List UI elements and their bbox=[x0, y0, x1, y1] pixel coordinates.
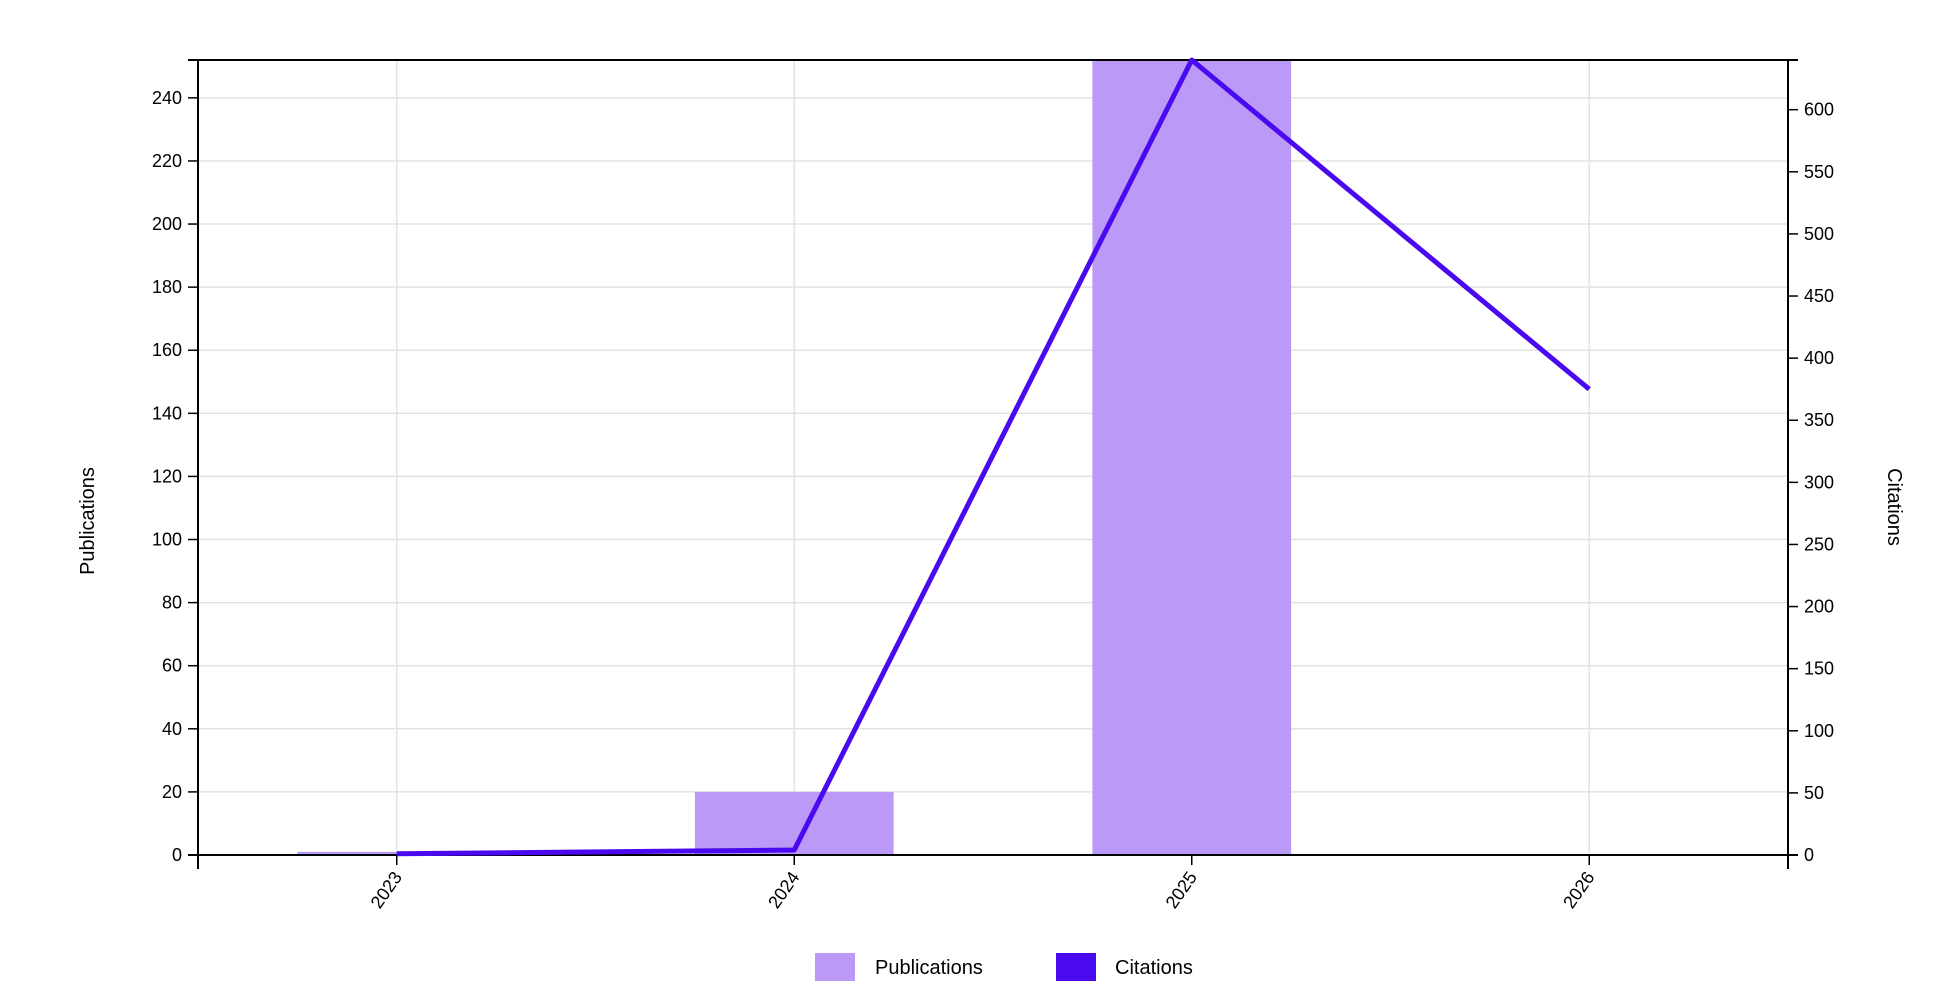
y-right-tick-label: 150 bbox=[1804, 659, 1834, 679]
y-right-tick-label: 50 bbox=[1804, 783, 1824, 803]
y-right-tick-label: 200 bbox=[1804, 597, 1834, 617]
x-tick-label: 2024 bbox=[764, 868, 803, 912]
y-left-tick-label: 60 bbox=[162, 656, 182, 676]
legend-label-publications: Publications bbox=[875, 957, 983, 979]
grid bbox=[198, 60, 1788, 855]
y-left-tick-label: 240 bbox=[152, 88, 182, 108]
citations-line-group bbox=[396, 57, 1591, 857]
y-right-tick-label: 350 bbox=[1804, 410, 1834, 430]
y-left-tick-label: 40 bbox=[162, 719, 182, 739]
x-tick-label: 2025 bbox=[1162, 868, 1201, 912]
y-right-tick-label: 100 bbox=[1804, 721, 1834, 741]
y-left-tick-label: 140 bbox=[152, 403, 182, 423]
y-axis-left-label: Publications bbox=[77, 467, 99, 575]
y-right-tick-label: 450 bbox=[1804, 286, 1834, 306]
y-right-tick-label: 0 bbox=[1804, 845, 1814, 865]
legend: Publications Citations bbox=[815, 953, 1193, 981]
y-right-tick-label: 400 bbox=[1804, 348, 1834, 368]
legend-label-citations: Citations bbox=[1115, 957, 1193, 979]
y-left-tick-label: 200 bbox=[152, 214, 182, 234]
y-right-tick-label: 250 bbox=[1804, 534, 1834, 554]
x-tick-label: 2023 bbox=[367, 868, 406, 912]
axes: 0 20 40 60 80 100 120 140 160 180 200 220 240 0 50 100 1… bbox=[152, 59, 1834, 912]
y-left-tick-label: 220 bbox=[152, 151, 182, 171]
y-right-tick-label: 300 bbox=[1804, 472, 1834, 492]
legend-swatch-citations bbox=[1056, 953, 1096, 981]
y-right-tick-label: 550 bbox=[1804, 162, 1834, 182]
y-left-tick-label: 0 bbox=[172, 845, 182, 865]
y-left-tick-label: 80 bbox=[162, 593, 182, 613]
y-left-tick-label: 100 bbox=[152, 530, 182, 550]
legend-swatch-publications bbox=[815, 953, 855, 981]
y-left-tick-label: 160 bbox=[152, 340, 182, 360]
y-left-tick-label: 180 bbox=[152, 277, 182, 297]
citations-line bbox=[396, 57, 1591, 857]
y-right-tick-label: 600 bbox=[1804, 100, 1834, 120]
y-right-tick-label: 500 bbox=[1804, 224, 1834, 244]
x-tick-label: 2026 bbox=[1559, 868, 1598, 912]
y-left-tick-label: 120 bbox=[152, 466, 182, 486]
y-left-tick-label: 20 bbox=[162, 782, 182, 802]
bar-publications-2025 bbox=[1092, 60, 1292, 855]
y-axis-right-label: Citations bbox=[1883, 468, 1905, 546]
